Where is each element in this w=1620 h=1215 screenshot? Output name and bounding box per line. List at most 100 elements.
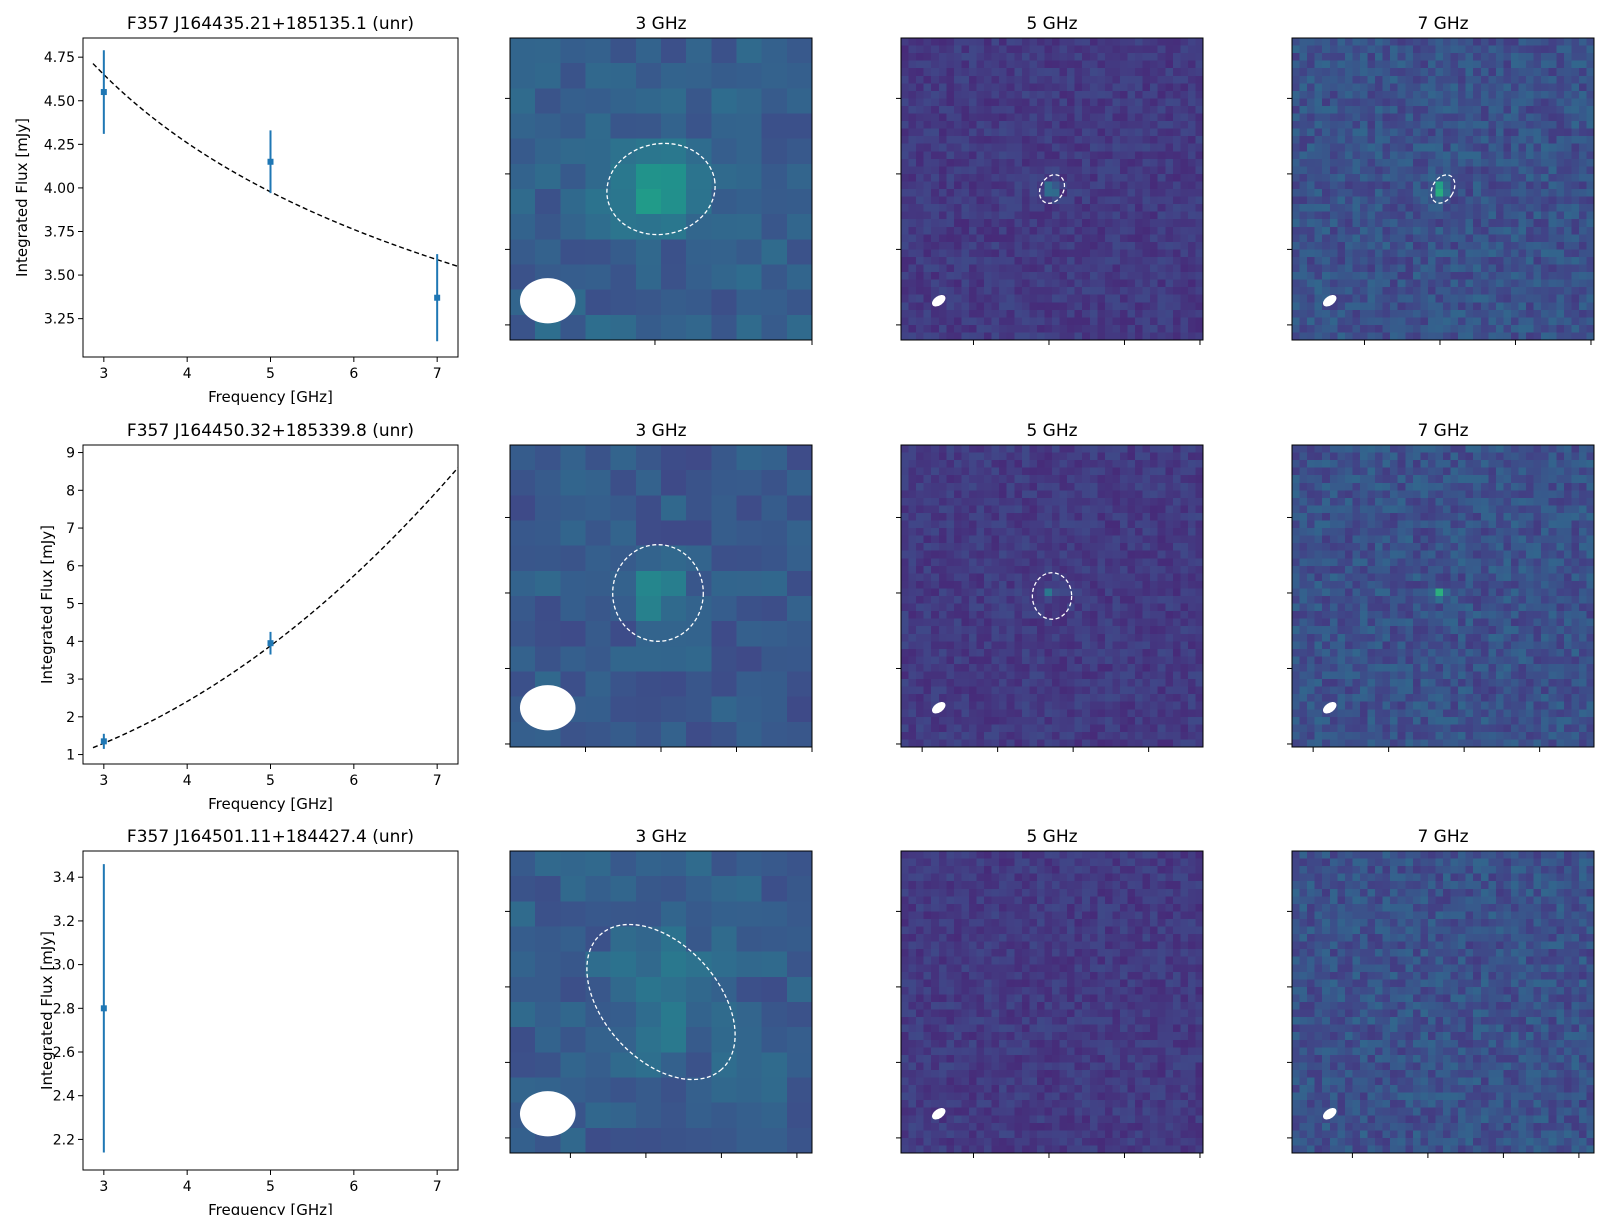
data-marker	[267, 158, 274, 165]
fit-curve	[92, 467, 458, 749]
image-panel-7-ghz: 7 GHz	[1287, 14, 1595, 345]
beam-ellipse	[1323, 702, 1337, 714]
panel-title: 5 GHz	[1026, 14, 1077, 34]
y-tick-label: 9	[66, 446, 75, 462]
y-tick-label: 3.25	[44, 312, 75, 328]
y-tick-label: 4.50	[44, 94, 75, 110]
x-tick-label: 3	[99, 1179, 108, 1195]
y-tick-label: 3.0	[53, 958, 75, 974]
y-tick-label: 2.2	[53, 1132, 75, 1148]
x-tick-label: 6	[349, 366, 358, 382]
x-tick-label: 4	[183, 366, 192, 382]
x-axis-label: Frequency [GHz]	[208, 1201, 333, 1215]
spectrum-axes: 3 4 5 6 7 3.25 3.50 3.75 4.00 4.25 4.50 4.75 F357 J1…	[13, 14, 459, 406]
y-tick-label: 4.75	[44, 50, 75, 66]
pixel-map	[510, 38, 813, 341]
row-1: 3 4 5 6 7 3.25 3.50 3.75 4.00 4.25 4.50 4.75 F357 J1…	[13, 14, 1595, 406]
data-point	[267, 130, 274, 194]
y-tick-label: 2.6	[53, 1045, 75, 1061]
beam-ellipse	[1323, 1108, 1337, 1120]
spectrum-title: F357 J164450.32+185339.8 (unr)	[127, 421, 414, 441]
image-panel-5-ghz: 5 GHz	[896, 14, 1204, 345]
beam-ellipse	[519, 1091, 576, 1137]
x-axis-label: Frequency [GHz]	[208, 795, 333, 813]
data-point	[434, 254, 441, 342]
data-marker	[434, 294, 441, 301]
pixel-map	[510, 445, 813, 748]
panel-title: 7 GHz	[1417, 421, 1468, 441]
data-marker	[100, 89, 107, 96]
y-tick-label: 8	[66, 483, 75, 499]
source-ellipse	[586, 923, 736, 1081]
x-tick-label: 7	[433, 366, 442, 382]
axes-frame	[82, 850, 459, 1171]
y-axis-label: Integrated Flux [mJy]	[38, 525, 56, 684]
spectrum-title: F357 J164435.21+185135.1 (unr)	[127, 14, 414, 34]
image-frame	[900, 850, 1204, 1154]
image-panel-5-ghz: 5 GHz	[896, 827, 1204, 1158]
image-panel-7-ghz: 7 GHz	[1287, 421, 1595, 752]
pixel-map	[901, 38, 1204, 341]
y-tick-label: 6	[66, 559, 75, 575]
x-tick-label: 3	[99, 773, 108, 789]
y-tick-label: 1	[66, 748, 75, 764]
image-frame	[1291, 37, 1595, 341]
x-tick-label: 7	[433, 1179, 442, 1195]
beam-ellipse	[519, 685, 576, 731]
data-marker	[100, 1005, 107, 1012]
data-marker	[267, 640, 274, 647]
panel-title: 3 GHz	[635, 827, 686, 847]
y-tick-label: 7	[66, 521, 75, 537]
image-panel-3-ghz: 3 GHz	[505, 827, 813, 1158]
y-tick-label: 2	[66, 710, 75, 726]
panel-title: 3 GHz	[635, 421, 686, 441]
data-point	[100, 50, 107, 134]
beam-ellipse	[932, 1108, 946, 1120]
spectrum-axes: 3 4 5 6 7 2.2 2.4 2.6 2.8 3.0 3.2 3.4 F357 J164501.1…	[38, 827, 459, 1215]
panel-title: 7 GHz	[1417, 827, 1468, 847]
image-panel-5-ghz: 5 GHz	[896, 421, 1204, 752]
beam-ellipse	[519, 278, 576, 324]
panel-title: 7 GHz	[1417, 14, 1468, 34]
x-tick-label: 4	[183, 1179, 192, 1195]
y-tick-label: 4	[66, 634, 75, 650]
image-frame	[900, 444, 1204, 748]
beam-ellipse	[932, 702, 946, 714]
source-ellipse	[1430, 174, 1456, 204]
y-tick-label: 2.4	[53, 1089, 75, 1105]
image-frame	[509, 850, 813, 1154]
source-ellipse	[606, 142, 716, 236]
image-frame	[900, 37, 1204, 341]
pixel-map	[901, 445, 1204, 748]
pixel-map	[1292, 851, 1595, 1154]
y-tick-label: 4.25	[44, 137, 75, 153]
y-axis-label: Integrated Flux [mJy]	[13, 118, 31, 277]
y-tick-label: 5	[66, 597, 75, 613]
beam-ellipse	[1323, 295, 1337, 307]
y-tick-label: 2.8	[53, 1001, 75, 1017]
beam-ellipse	[932, 295, 946, 307]
x-tick-label: 6	[349, 1179, 358, 1195]
axes-frame	[82, 444, 459, 765]
x-tick-label: 3	[99, 366, 108, 382]
row-2: 3 4 5 6 7 1 2 3 4 5 6 7 8 9 F357 J164450.32+185339.8 (…	[38, 421, 1595, 813]
panel-title: 5 GHz	[1026, 827, 1077, 847]
y-tick-label: 3.4	[53, 870, 75, 886]
x-tick-label: 5	[266, 773, 275, 789]
image-frame	[1291, 850, 1595, 1154]
panel-title: 3 GHz	[635, 14, 686, 34]
panel-title: 5 GHz	[1026, 421, 1077, 441]
source-ellipse	[612, 544, 704, 642]
row-3: 3 4 5 6 7 2.2 2.4 2.6 2.8 3.0 3.2 3.4 F357 J164501.1…	[38, 827, 1595, 1215]
y-tick-label: 3.50	[44, 268, 75, 284]
data-point	[100, 733, 107, 749]
x-tick-label: 5	[266, 366, 275, 382]
image-frame	[1291, 444, 1595, 748]
image-frame	[509, 37, 813, 341]
image-panel-7-ghz: 7 GHz	[1287, 827, 1595, 1158]
x-tick-label: 6	[349, 773, 358, 789]
spectrum-title: F357 J164501.11+184427.4 (unr)	[127, 827, 414, 847]
data-marker	[100, 738, 107, 745]
data-point	[267, 631, 274, 655]
source-ellipse	[1031, 572, 1073, 620]
